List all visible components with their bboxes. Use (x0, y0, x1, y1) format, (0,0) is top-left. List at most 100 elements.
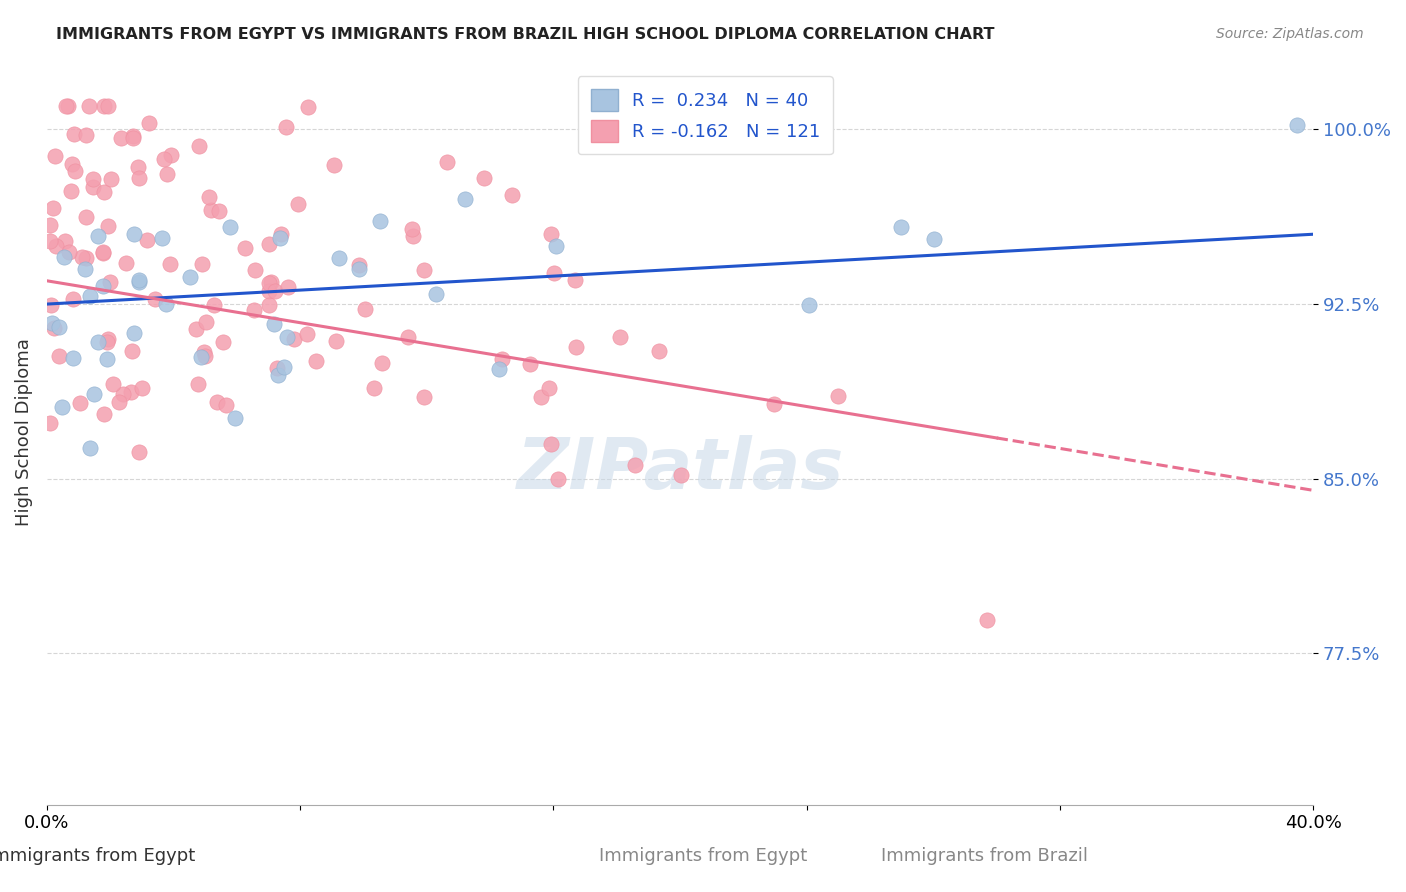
Point (39, 417, 62, 431)
Point (41, 201, 63, 215)
Point (44, 149, 66, 163)
Point (363, 381, 385, 395)
Point (193, 345, 215, 359)
Point (259, 236, 281, 251)
Point (110, 131, 132, 145)
Point (55, 99, 77, 113)
Point (371, 356, 394, 370)
Point (97, 332, 120, 346)
Point (97, 99, 120, 113)
Point (100, 275, 122, 289)
Point (543, 266, 565, 280)
Point (52, 250, 75, 264)
Point (75, 210, 97, 224)
Point (436, 155, 458, 169)
Point (472, 171, 495, 186)
Point (270, 227, 292, 241)
Point (425, 287, 447, 301)
Point (347, 258, 370, 272)
Point (91, 246, 114, 260)
Y-axis label: High School Diploma: High School Diploma (15, 338, 32, 526)
Text: ZIPatlas: ZIPatlas (516, 435, 844, 504)
Point (546, 239, 568, 253)
Point (87, 229, 110, 244)
Point (51, 400, 73, 414)
Point (156, 167, 179, 181)
Point (233, 241, 256, 255)
Point (530, 390, 553, 404)
Text: IMMIGRANTS FROM EGYPT VS IMMIGRANTS FROM BRAZIL HIGH SCHOOL DIPLOMA CORRELATION : IMMIGRANTS FROM EGYPT VS IMMIGRANTS FROM… (56, 27, 994, 42)
Point (131, 381, 153, 395)
Point (519, 358, 541, 372)
Point (138, 116, 160, 130)
Point (128, 445, 150, 459)
Point (122, 326, 145, 340)
Point (79, 99, 101, 113)
Point (62, 127, 84, 141)
Point (45, 239, 67, 253)
Point (297, 100, 319, 114)
Point (412, 390, 434, 404)
Point (96, 335, 118, 350)
Point (540, 227, 562, 241)
Point (39, 234, 62, 248)
Point (190, 257, 212, 271)
Point (63, 164, 86, 178)
Point (624, 458, 647, 473)
Point (187, 377, 209, 392)
Point (143, 293, 166, 307)
Point (325, 334, 347, 348)
Point (75, 128, 97, 143)
Point (69, 396, 91, 410)
Point (39, 218, 62, 232)
Point (218, 220, 240, 235)
Text: Source: ZipAtlas.com: Source: ZipAtlas.com (1216, 27, 1364, 41)
Point (565, 340, 588, 354)
Point (48, 349, 70, 363)
Point (269, 231, 291, 245)
Point (276, 329, 298, 343)
Point (83, 387, 105, 401)
Point (259, 284, 281, 298)
Point (488, 362, 510, 376)
Point (501, 187, 523, 202)
Text: Immigrants from Egypt: Immigrants from Egypt (0, 847, 195, 865)
Point (322, 158, 344, 172)
Point (274, 120, 297, 134)
Point (789, 131, 811, 145)
Point (122, 129, 145, 144)
Text: Immigrants from Egypt: Immigrants from Egypt (599, 847, 807, 865)
Point (62, 351, 84, 365)
Point (401, 222, 423, 236)
Point (328, 252, 350, 266)
Point (938, 832, 960, 847)
Point (194, 315, 217, 329)
Point (537, 381, 560, 395)
Point (101, 377, 124, 392)
Point (62, 293, 84, 307)
Point (58, 245, 80, 260)
Point (671, 468, 693, 483)
Point (155, 296, 177, 310)
Point (120, 384, 142, 399)
Point (124, 227, 146, 241)
Point (305, 354, 328, 368)
Point (283, 332, 305, 346)
Point (41, 316, 63, 330)
Point (153, 152, 176, 166)
Point (413, 263, 436, 277)
Point (152, 231, 174, 245)
Point (82, 180, 104, 194)
Point (179, 270, 201, 285)
Point (79, 289, 101, 303)
Point (93, 99, 115, 113)
Point (347, 262, 370, 277)
Point (295, 327, 318, 342)
Point (799, 298, 821, 312)
Point (609, 330, 631, 344)
Point (48, 320, 70, 334)
Point (70, 250, 93, 264)
Point (245, 263, 267, 277)
Point (75, 251, 97, 265)
Point (86, 335, 108, 350)
